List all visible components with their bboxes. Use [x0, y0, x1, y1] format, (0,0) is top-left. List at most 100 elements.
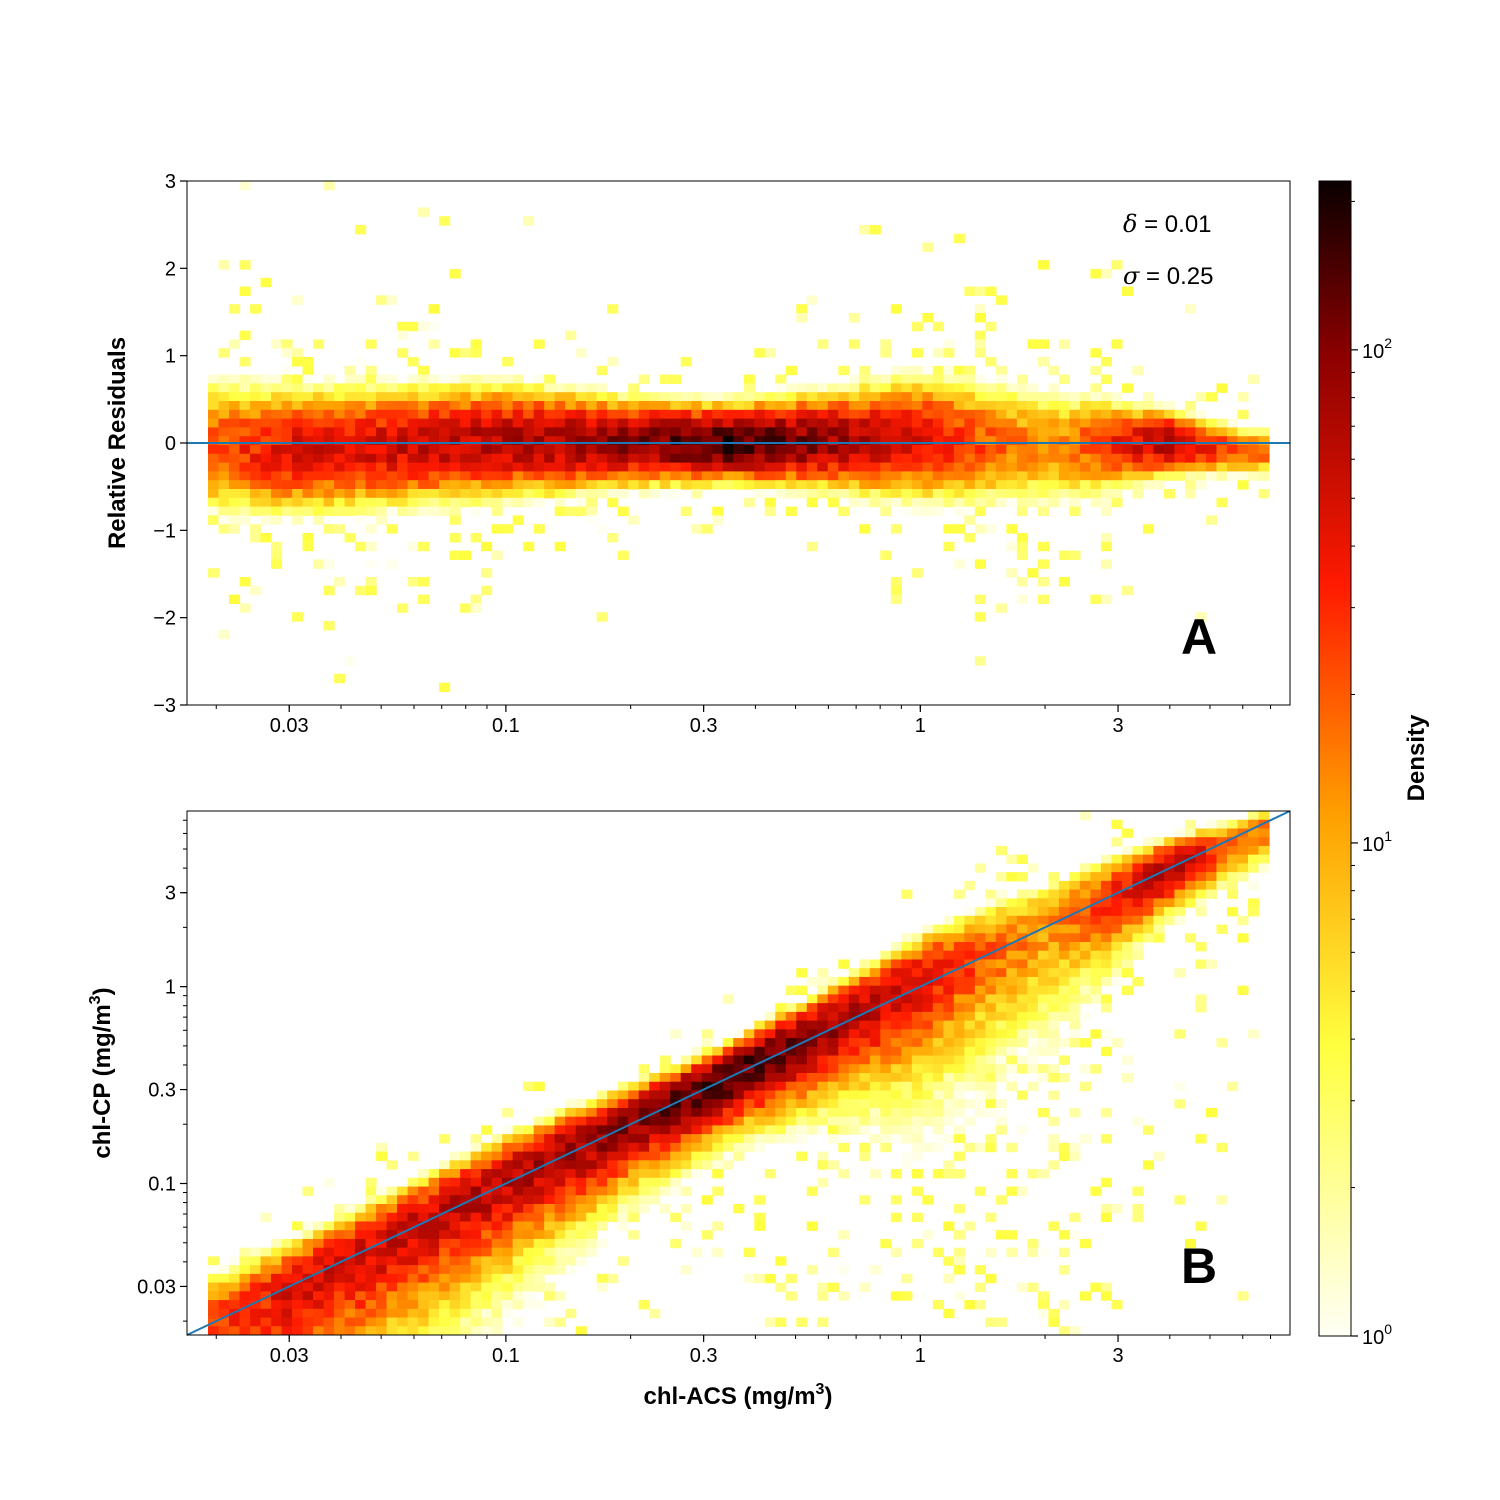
heatmap-cell [1090, 1186, 1102, 1196]
heatmap-cell [344, 409, 356, 420]
heatmap-cell [1226, 845, 1239, 856]
heatmap-cell [1069, 409, 1081, 420]
heatmap-cell [565, 471, 577, 481]
heatmap-cell [1069, 1038, 1081, 1048]
heatmap-cell [754, 1064, 766, 1074]
heatmap-cell [1069, 1029, 1081, 1039]
heatmap-cell [323, 374, 335, 384]
heatmap-cell [302, 401, 314, 411]
heatmap-cell [460, 409, 472, 420]
heatmap-cell [502, 1212, 514, 1223]
heatmap-cell [743, 445, 755, 455]
heatmap-cell [355, 427, 367, 437]
heatmap-cell [1006, 1038, 1018, 1048]
heatmap-cell [586, 383, 598, 393]
heatmap-cell [1111, 445, 1123, 455]
heatmap-cell [785, 1046, 797, 1057]
heatmap-cell [229, 489, 241, 499]
heatmap-cell [565, 462, 577, 472]
heatmap-cell [1079, 915, 1091, 926]
heatmap-cell [554, 453, 566, 464]
heatmap-cell [1037, 933, 1049, 943]
heatmap-cell [701, 436, 713, 446]
heatmap-cell [985, 1073, 997, 1083]
heatmap-cell [292, 401, 304, 411]
heatmap-cell [481, 1160, 493, 1170]
heatmap-cell [890, 1073, 902, 1083]
heatmap-cell [1121, 872, 1134, 882]
heatmap-cell [659, 489, 671, 499]
heatmap-cell [691, 401, 703, 411]
heatmap-cell [890, 1212, 902, 1223]
heatmap-cell [554, 1195, 566, 1205]
heatmap-cell [680, 1081, 692, 1092]
heatmap-cell [943, 985, 955, 995]
heatmap-cell [848, 1003, 860, 1013]
heatmap-cell [544, 1238, 556, 1249]
heatmap-cell [533, 1221, 545, 1231]
heatmap-cell [764, 1125, 776, 1135]
heatmap-cell [754, 462, 766, 472]
heatmap-cell [932, 445, 944, 455]
heatmap-cell [712, 409, 724, 420]
heatmap-cell [376, 1256, 388, 1266]
heatmap-cell [880, 550, 892, 560]
heatmap-cell [554, 383, 566, 393]
heatmap-cell [512, 471, 524, 481]
heatmap-cell [943, 1116, 955, 1126]
heatmap-cell [334, 506, 346, 516]
heatmap-cell [974, 392, 986, 402]
heatmap-cell [1195, 880, 1207, 891]
heatmap-cell [512, 1186, 524, 1196]
heatmap-cell [355, 401, 367, 411]
heatmap-cell [565, 401, 577, 411]
heatmap-cell [302, 445, 314, 455]
heatmap-cell [533, 1204, 545, 1214]
heatmap-cell [911, 1090, 923, 1100]
heatmap-cell [754, 1020, 766, 1030]
heatmap-cell [596, 1204, 608, 1214]
heatmap-cell [1069, 898, 1081, 908]
heatmap-cell [1037, 445, 1049, 455]
heatmap-cell [932, 418, 944, 428]
heatmap-cell [922, 489, 934, 499]
heatmap-cell [995, 994, 1007, 1004]
heatmap-cell [481, 1300, 493, 1310]
heatmap-cell [208, 1256, 220, 1266]
heatmap-cell [1226, 872, 1239, 882]
heatmap-cell [911, 365, 923, 376]
heatmap-cell [565, 1308, 577, 1319]
heatmap-cell [817, 1020, 829, 1030]
heatmap-cell [1153, 436, 1165, 446]
heatmap-cell [638, 1177, 650, 1188]
y-tick-label: −2 [153, 608, 176, 630]
heatmap-cell [796, 453, 808, 464]
heatmap-cell [806, 295, 818, 305]
heatmap-cell [260, 1291, 272, 1301]
heatmap-cell [250, 462, 262, 472]
heatmap-cell [1111, 950, 1123, 961]
heatmap-cell [1027, 1046, 1039, 1057]
heatmap-cell [512, 462, 524, 472]
heatmap-cell [985, 976, 997, 987]
heatmap-cell [1226, 418, 1239, 428]
heatmap-cell [1132, 889, 1144, 899]
heatmap-cell [775, 409, 787, 420]
heatmap-cell [386, 462, 398, 472]
heatmap-cell [901, 959, 913, 969]
heatmap-cell [1048, 497, 1060, 508]
heatmap-cell [1174, 1081, 1186, 1092]
heatmap-cell [218, 462, 230, 472]
heatmap-cell [1111, 924, 1123, 934]
heatmap-cell [701, 445, 713, 455]
heatmap-cell [260, 392, 272, 402]
heatmap-cell [344, 480, 356, 490]
heatmap-cell [239, 181, 251, 191]
heatmap-cell [911, 453, 923, 464]
heatmap-cell [292, 515, 304, 525]
heatmap-cell [1006, 541, 1018, 552]
heatmap-cell [785, 1099, 797, 1109]
heatmap-cell [922, 445, 934, 455]
heatmap-cell [995, 915, 1007, 926]
heatmap-cell [932, 489, 944, 499]
